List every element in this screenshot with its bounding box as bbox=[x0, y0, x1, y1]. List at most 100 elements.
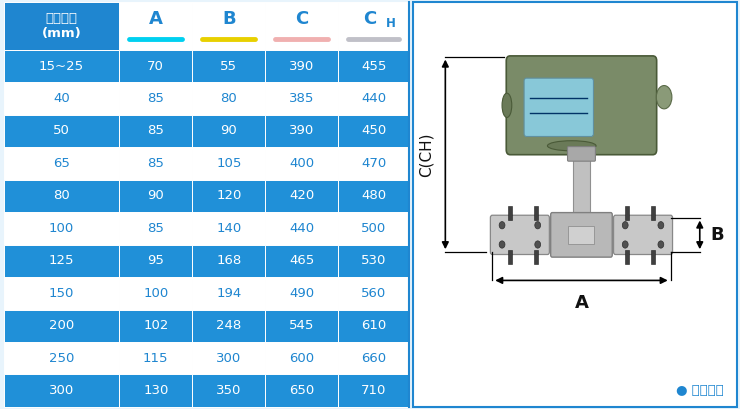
Text: 440: 440 bbox=[361, 92, 386, 105]
Bar bbox=[338, 342, 409, 375]
Text: B: B bbox=[222, 10, 235, 28]
Ellipse shape bbox=[500, 241, 505, 248]
Bar bbox=[119, 50, 192, 82]
Bar bbox=[4, 50, 119, 82]
Bar bbox=[4, 342, 119, 375]
Bar bbox=[192, 2, 265, 50]
Text: 115: 115 bbox=[143, 352, 169, 365]
FancyBboxPatch shape bbox=[551, 213, 612, 257]
Ellipse shape bbox=[656, 85, 672, 109]
Text: 15~25: 15~25 bbox=[39, 60, 84, 72]
Bar bbox=[119, 180, 192, 212]
Bar bbox=[534, 205, 538, 220]
Ellipse shape bbox=[658, 241, 664, 248]
Bar bbox=[4, 147, 119, 180]
Text: 70: 70 bbox=[147, 60, 164, 72]
Bar bbox=[119, 342, 192, 375]
Text: 600: 600 bbox=[289, 352, 314, 365]
Text: C(CH): C(CH) bbox=[418, 132, 434, 177]
Text: 300: 300 bbox=[216, 352, 241, 365]
FancyBboxPatch shape bbox=[506, 56, 656, 155]
Bar bbox=[265, 50, 338, 82]
Text: 385: 385 bbox=[289, 92, 314, 105]
Bar bbox=[338, 310, 409, 342]
Text: 65: 65 bbox=[53, 157, 70, 170]
Text: 95: 95 bbox=[147, 254, 164, 267]
Text: 102: 102 bbox=[143, 319, 169, 332]
Ellipse shape bbox=[548, 141, 596, 151]
FancyBboxPatch shape bbox=[568, 146, 596, 161]
Text: 168: 168 bbox=[216, 254, 241, 267]
Text: A: A bbox=[574, 294, 588, 312]
Text: 300: 300 bbox=[49, 384, 74, 397]
Ellipse shape bbox=[535, 241, 541, 248]
Text: 55: 55 bbox=[221, 60, 238, 72]
Text: 100: 100 bbox=[143, 287, 169, 300]
Text: 650: 650 bbox=[289, 384, 314, 397]
Bar bbox=[265, 82, 338, 115]
Bar bbox=[338, 277, 409, 310]
Bar bbox=[192, 342, 265, 375]
Text: 50: 50 bbox=[53, 124, 70, 137]
Bar bbox=[265, 277, 338, 310]
Bar bbox=[119, 82, 192, 115]
Bar bbox=[650, 250, 655, 264]
Bar bbox=[4, 180, 119, 212]
Bar bbox=[625, 250, 629, 264]
Bar bbox=[265, 147, 338, 180]
FancyBboxPatch shape bbox=[491, 215, 549, 254]
Text: B: B bbox=[711, 226, 724, 244]
Text: 90: 90 bbox=[221, 124, 237, 137]
Bar bbox=[568, 226, 594, 244]
Text: 140: 140 bbox=[216, 222, 241, 235]
Bar bbox=[265, 375, 338, 407]
Bar bbox=[338, 82, 409, 115]
Text: 560: 560 bbox=[361, 287, 386, 300]
Bar bbox=[338, 147, 409, 180]
Text: C: C bbox=[363, 10, 377, 28]
Text: 85: 85 bbox=[147, 124, 164, 137]
Bar bbox=[192, 310, 265, 342]
Bar bbox=[625, 205, 629, 220]
Bar bbox=[265, 342, 338, 375]
Text: 465: 465 bbox=[289, 254, 314, 267]
Bar bbox=[192, 147, 265, 180]
Text: 440: 440 bbox=[289, 222, 314, 235]
Text: 400: 400 bbox=[289, 157, 314, 170]
Text: 40: 40 bbox=[53, 92, 70, 105]
Bar bbox=[534, 250, 538, 264]
Text: 85: 85 bbox=[147, 157, 164, 170]
Bar bbox=[265, 115, 338, 147]
Bar bbox=[119, 375, 192, 407]
Text: 390: 390 bbox=[289, 124, 314, 137]
Bar bbox=[265, 2, 338, 50]
Bar bbox=[265, 212, 338, 245]
Bar bbox=[338, 50, 409, 82]
Bar bbox=[119, 2, 192, 50]
Bar bbox=[508, 250, 512, 264]
Bar bbox=[265, 245, 338, 277]
Bar bbox=[338, 375, 409, 407]
Text: C: C bbox=[295, 10, 309, 28]
Ellipse shape bbox=[535, 222, 541, 229]
Bar bbox=[4, 115, 119, 147]
Text: 350: 350 bbox=[216, 384, 241, 397]
Bar bbox=[192, 212, 265, 245]
Text: 455: 455 bbox=[361, 60, 386, 72]
Text: A: A bbox=[149, 10, 163, 28]
Text: 125: 125 bbox=[49, 254, 74, 267]
Bar bbox=[192, 180, 265, 212]
Bar bbox=[4, 82, 119, 115]
Bar bbox=[119, 310, 192, 342]
Bar bbox=[119, 245, 192, 277]
Text: 450: 450 bbox=[361, 124, 386, 137]
Bar bbox=[192, 50, 265, 82]
Ellipse shape bbox=[658, 222, 664, 229]
Ellipse shape bbox=[500, 222, 505, 229]
Bar bbox=[4, 375, 119, 407]
Bar bbox=[338, 2, 409, 50]
Bar bbox=[192, 82, 265, 115]
Bar bbox=[650, 205, 655, 220]
Text: ● 常规仪表: ● 常规仪表 bbox=[676, 384, 724, 397]
Bar bbox=[4, 212, 119, 245]
